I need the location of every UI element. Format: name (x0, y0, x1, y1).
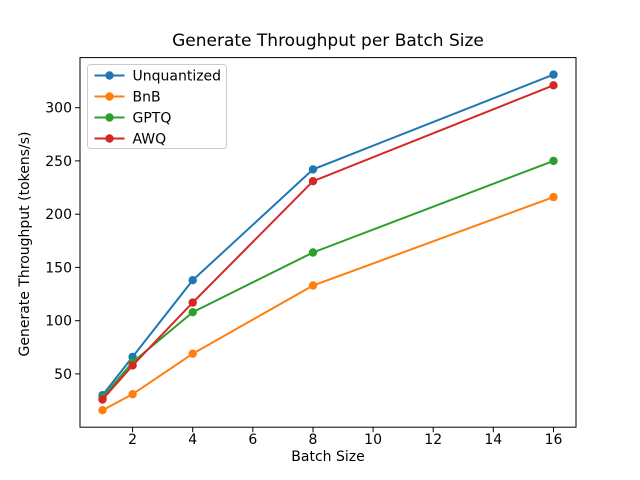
data-point-bnb (308, 281, 318, 290)
y-tick-label: 200 (45, 207, 72, 223)
x-tick-label: 4 (188, 432, 197, 448)
y-tick-label: 100 (45, 314, 72, 330)
y-tick-label: 150 (45, 260, 72, 276)
data-point-bnb (549, 192, 558, 202)
y-tick-label: 300 (45, 101, 72, 117)
chart-title: Generate Throughput per Batch Size (172, 31, 484, 51)
data-point-bnb (188, 349, 197, 358)
data-point-bnb (128, 390, 137, 399)
data-point-awq (549, 81, 558, 90)
x-tick-label: 12 (424, 432, 442, 448)
data-point-gptq (188, 308, 197, 317)
legend-box (87, 64, 227, 149)
x-tick-label: 8 (309, 432, 318, 448)
legend-label-gptq: GPTQ (133, 111, 172, 127)
data-point-unquantized (188, 276, 197, 285)
x-tick-label: 16 (545, 432, 563, 448)
legend-label-bnb: BnB (133, 90, 161, 106)
data-point-bnb (98, 406, 107, 415)
data-point-gptq (549, 156, 558, 166)
x-tick-label: 2 (128, 432, 137, 448)
legend-marker-bnb (105, 92, 114, 101)
x-axis-label: Batch Size (291, 449, 365, 465)
legend-marker-awq (105, 134, 114, 143)
x-tick-label: 14 (484, 432, 502, 448)
y-tick-label: 250 (45, 154, 72, 170)
x-tick-label: 6 (248, 432, 257, 448)
data-point-gptq (308, 248, 318, 257)
data-point-awq (128, 361, 137, 370)
y-axis-label: Generate Throughput (tokens/s) (17, 131, 33, 357)
legend-label-awq: AWQ (133, 132, 167, 148)
legend-marker-gptq (105, 113, 114, 122)
data-point-awq (98, 395, 107, 404)
data-point-awq (188, 298, 197, 307)
data-point-unquantized (308, 165, 318, 174)
data-point-unquantized (549, 70, 558, 79)
legend-marker-unquantized (105, 71, 114, 80)
legend-label-unquantized: Unquantized (133, 69, 222, 85)
y-tick-label: 50 (54, 367, 72, 383)
data-point-awq (308, 177, 318, 186)
x-tick-label: 10 (364, 432, 382, 448)
